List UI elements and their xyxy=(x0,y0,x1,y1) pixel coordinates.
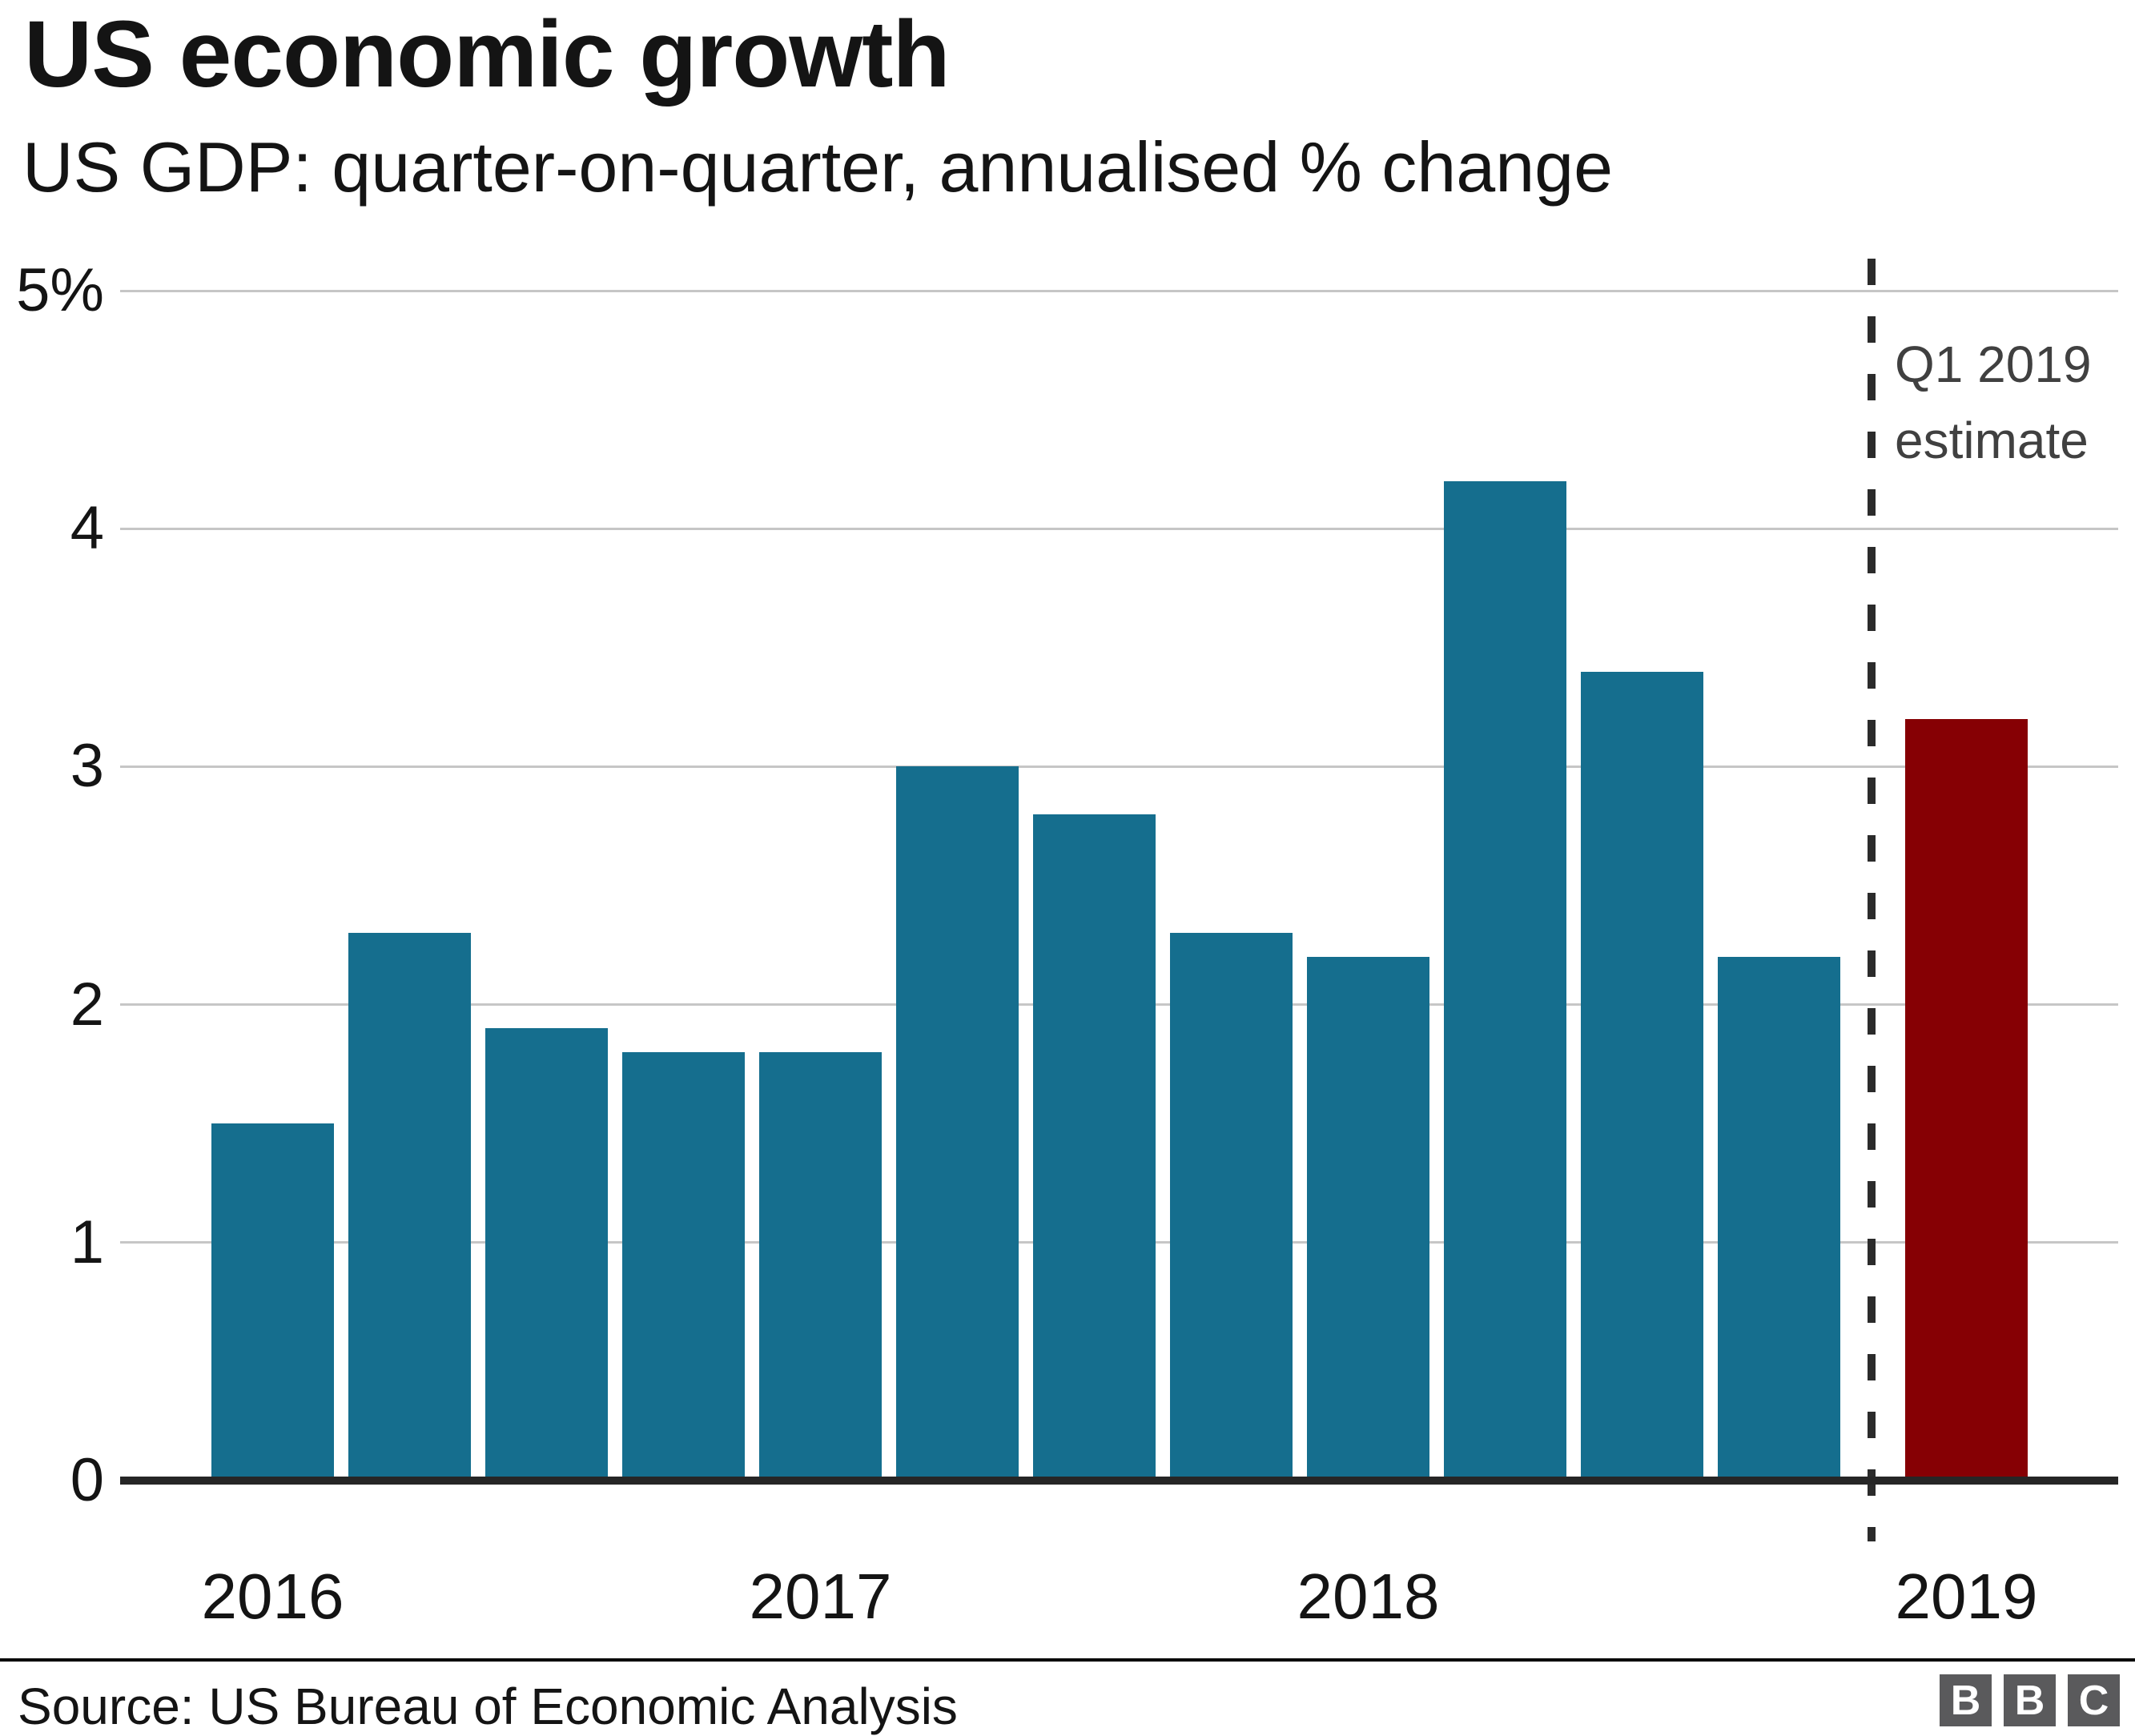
y-axis-label-2: 2 xyxy=(70,970,104,1039)
y-axis-label-3: 3 xyxy=(70,732,104,801)
bar-2018-q2 xyxy=(1444,480,1566,1481)
y-axis-label-0: 0 xyxy=(70,1446,104,1514)
bar-2018-q1 xyxy=(1307,957,1429,1481)
bar-2016-q4 xyxy=(622,1052,745,1481)
x-axis-year-label-2016: 2016 xyxy=(201,1561,344,1632)
bar-2017-q3 xyxy=(1033,814,1156,1481)
source-text: Source: US Bureau of Economic Analysis xyxy=(18,1678,958,1735)
chart-title: US economic growth xyxy=(24,2,951,107)
gridline-4 xyxy=(120,527,2118,530)
estimate-annotation-line1: Q1 2019 xyxy=(1895,336,2092,393)
bbc-logo-square-1: B xyxy=(1940,1674,1992,1726)
dashed-separator-line xyxy=(1868,259,1876,1541)
x-axis-year-label-2018: 2018 xyxy=(1297,1561,1440,1632)
bar-2016-q1 xyxy=(211,1123,334,1481)
bbc-logo: B B C xyxy=(1940,1674,2120,1726)
bar-2017-q4 xyxy=(1170,933,1293,1481)
x-axis-year-label-2019: 2019 xyxy=(1895,1561,2038,1632)
bar-2018-q3 xyxy=(1581,671,1703,1481)
bar-2017-q2 xyxy=(896,766,1019,1481)
bar-2016-q3 xyxy=(485,1028,608,1481)
bar-2016-q2 xyxy=(348,933,471,1481)
bar-2019-q1-estimate xyxy=(1905,718,2028,1481)
chart-subtitle: US GDP: quarter-on-quarter, annualised %… xyxy=(22,127,1614,207)
y-axis-label-1: 1 xyxy=(70,1208,104,1276)
footer-divider xyxy=(0,1658,2135,1662)
y-axis-label-5: 5% xyxy=(16,256,104,324)
estimate-annotation-line2: estimate xyxy=(1895,412,2089,469)
estimate-annotation: Q1 2019 estimate xyxy=(1895,327,2092,479)
x-axis-year-label-2017: 2017 xyxy=(749,1561,892,1632)
bar-2018-q4 xyxy=(1718,957,1840,1481)
gridline-5 xyxy=(120,289,2118,292)
bbc-logo-square-3: C xyxy=(2068,1674,2120,1726)
bbc-logo-square-2: B xyxy=(2004,1674,2056,1726)
x-axis-baseline xyxy=(120,1477,2118,1485)
bar-2017-q1 xyxy=(759,1052,882,1481)
gridline-3 xyxy=(120,765,2118,768)
y-axis-label-4: 4 xyxy=(70,494,104,563)
